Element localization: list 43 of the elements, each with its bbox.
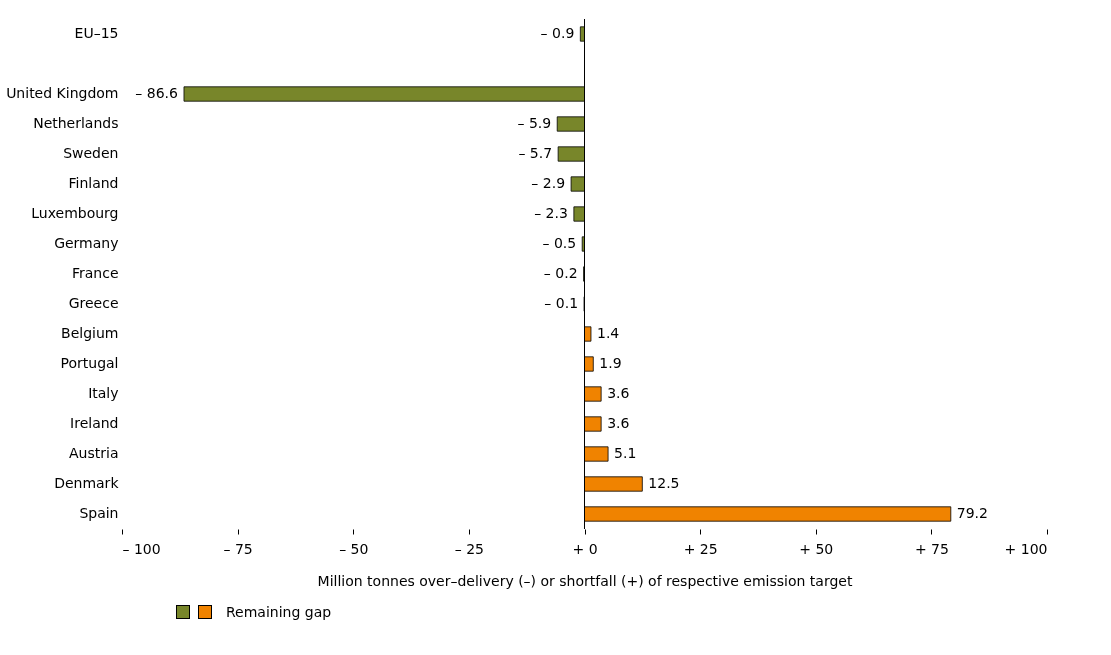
data-label: 1.4 xyxy=(596,325,620,341)
x-tick-label: – 75 xyxy=(223,540,253,557)
x-tick-label: + 25 xyxy=(683,540,718,557)
y-tick-label: Finland xyxy=(68,175,119,191)
data-label: 3.6 xyxy=(607,385,630,401)
y-tick-label: Netherlands xyxy=(33,115,119,131)
data-label: 12.5 xyxy=(648,475,680,491)
y-tick-label: Luxembourg xyxy=(31,205,119,221)
x-tick-label: + 100 xyxy=(1004,540,1048,557)
x-tick-label: + 0 xyxy=(572,540,598,557)
y-tick-label: United Kingdom xyxy=(6,85,119,101)
y-tick-label: EU–15 xyxy=(74,25,119,41)
y-tick-label: Sweden xyxy=(63,145,119,161)
x-tick-label: – 25 xyxy=(454,540,485,557)
x-axis-title: Million tonnes over–delivery (–) or shortfall (+) of respective emission target xyxy=(317,572,853,589)
y-tick-label: Portugal xyxy=(60,355,119,371)
data-label: – 0.5 xyxy=(542,235,577,251)
y-tick-label: Germany xyxy=(54,235,119,251)
y-tick-label: Italy xyxy=(88,385,119,401)
x-tick-label: – 100 xyxy=(122,540,161,557)
data-label: – 0.2 xyxy=(543,265,578,281)
y-tick-label: France xyxy=(71,265,119,281)
y-tick-label: Spain xyxy=(79,505,119,521)
y-tick-label: Austria xyxy=(69,445,119,461)
y-tick-label: Ireland xyxy=(70,415,119,431)
data-label: – 0.1 xyxy=(544,295,579,311)
x-tick-label: + 50 xyxy=(799,540,834,557)
legend-label: Remaining gap xyxy=(226,604,332,620)
data-label: 3.6 xyxy=(607,415,630,431)
data-label: – 5.7 xyxy=(518,145,553,161)
y-tick-label: Greece xyxy=(68,295,119,311)
x-tick-label: – 50 xyxy=(339,540,369,557)
data-label: – 2.3 xyxy=(534,205,568,221)
data-label: – 86.6 xyxy=(135,85,179,101)
x-tick-label: + 75 xyxy=(914,540,949,557)
data-label: – 5.9 xyxy=(517,115,552,131)
data-label: – 2.9 xyxy=(531,175,566,191)
y-tick-label: Denmark xyxy=(54,475,120,491)
data-label: 79.2 xyxy=(956,505,988,521)
data-label: 5.1 xyxy=(614,445,637,461)
data-label: 1.9 xyxy=(599,355,622,371)
data-label: – 0.9 xyxy=(540,25,575,41)
y-tick-label: Belgium xyxy=(61,325,119,341)
